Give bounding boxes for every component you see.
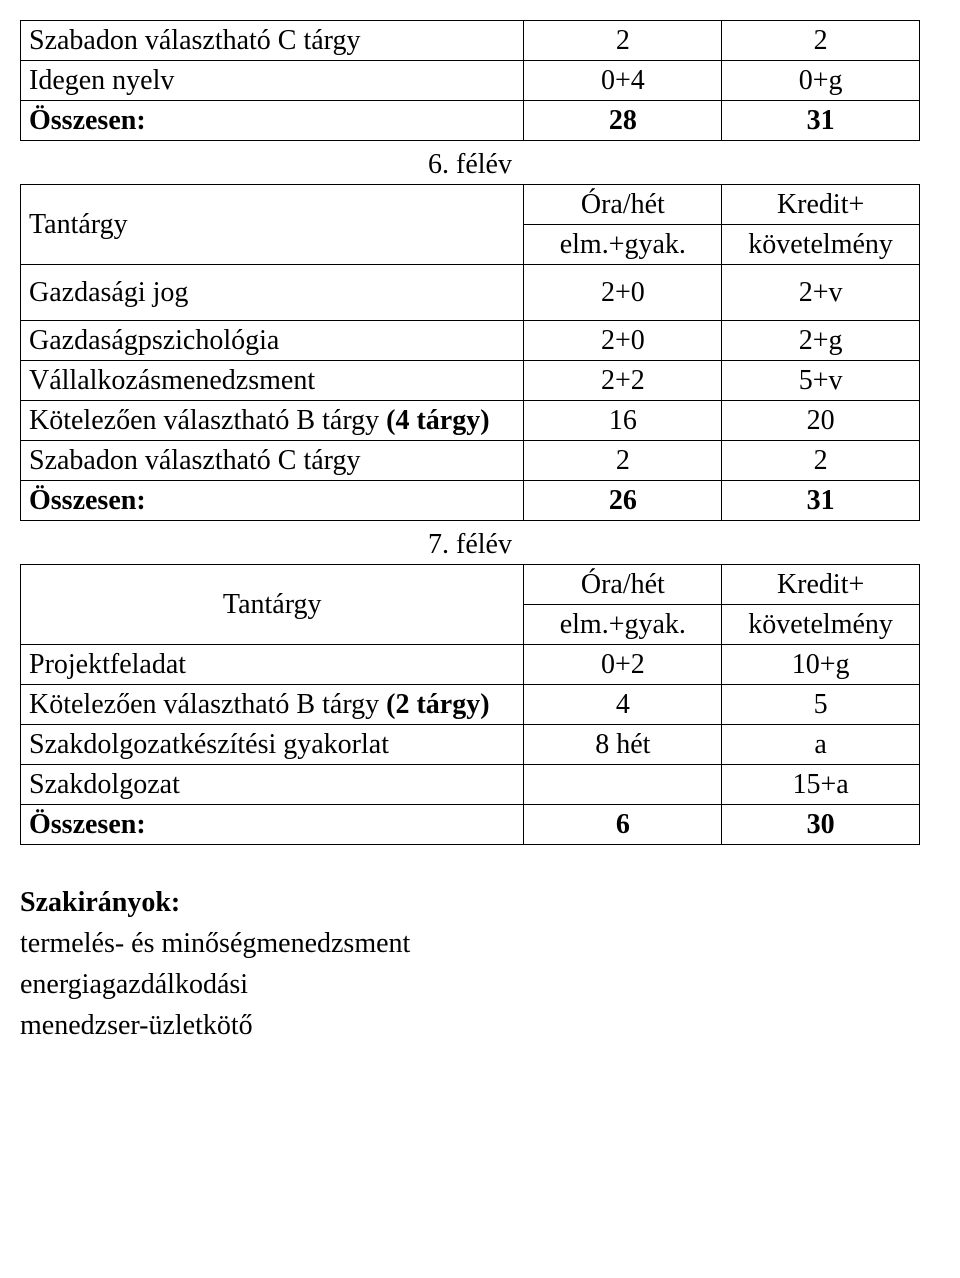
- cell: Kötelezően választható B tárgy (2 tárgy): [21, 685, 524, 725]
- specializations-title: Szakirányok:: [20, 885, 920, 920]
- header-cell: követelmény: [722, 225, 920, 265]
- cell: Projektfeladat: [21, 645, 524, 685]
- table-row: Gazdasági jog 2+0 2+v: [21, 265, 920, 321]
- specialization-line: termelés- és minőségmenedzsment: [20, 926, 920, 961]
- semester-6-heading: 6. félév: [20, 147, 920, 182]
- cell: 0+2: [524, 645, 722, 685]
- cell: Szakdolgozatkészítési gyakorlat: [21, 725, 524, 765]
- specialization-line: energiagazdálkodási: [20, 967, 920, 1002]
- cell: 15+a: [722, 765, 920, 805]
- header-cell: Kredit+: [722, 185, 920, 225]
- cell: 4: [524, 685, 722, 725]
- cell: 8 hét: [524, 725, 722, 765]
- cell: 0+4: [524, 61, 722, 101]
- cell: [524, 765, 722, 805]
- cell: Gazdaságpszichológia: [21, 321, 524, 361]
- cell: Szakdolgozat: [21, 765, 524, 805]
- table-row-total: Összesen: 26 31: [21, 481, 920, 521]
- cell: 26: [524, 481, 722, 521]
- cell: 30: [722, 805, 920, 845]
- table-row: Idegen nyelv 0+4 0+g: [21, 61, 920, 101]
- cell-text: Kötelezően választható B tárgy (2 tárgy): [29, 689, 490, 720]
- cell: 2+2: [524, 361, 722, 401]
- cell: 5: [722, 685, 920, 725]
- cell: Összesen:: [21, 805, 524, 845]
- cell: 2+g: [722, 321, 920, 361]
- table-row: Kötelezően választható B tárgy (2 tárgy)…: [21, 685, 920, 725]
- table-row-total: Összesen: 6 30: [21, 805, 920, 845]
- cell: 2: [524, 21, 722, 61]
- cell: 31: [722, 101, 920, 141]
- table-row: Gazdaságpszichológia 2+0 2+g: [21, 321, 920, 361]
- cell: 10+g: [722, 645, 920, 685]
- table-header-row: Tantárgy Óra/hét Kredit+: [21, 565, 920, 605]
- table-sem6: Tantárgy Óra/hét Kredit+ elm.+gyak. köve…: [20, 184, 920, 521]
- specialization-line: menedzser-üzletkötő: [20, 1008, 920, 1043]
- cell: 20: [722, 401, 920, 441]
- table-row: Projektfeladat 0+2 10+g: [21, 645, 920, 685]
- cell: 2: [524, 441, 722, 481]
- semester-7-heading: 7. félév: [20, 527, 920, 562]
- table-top: Szabadon választható C tárgy 2 2 Idegen …: [20, 20, 920, 141]
- header-cell: Óra/hét: [524, 185, 722, 225]
- table-row: Kötelezően választható B tárgy (4 tárgy)…: [21, 401, 920, 441]
- cell-text: Kötelezően választható B tárgy (4 tárgy): [29, 405, 490, 436]
- cell: 28: [524, 101, 722, 141]
- cell: Idegen nyelv: [21, 61, 524, 101]
- table-row: Szakdolgozat 15+a: [21, 765, 920, 805]
- cell: 2+0: [524, 321, 722, 361]
- cell: Kötelezően választható B tárgy (4 tárgy): [21, 401, 524, 441]
- header-cell: Óra/hét: [524, 565, 722, 605]
- cell: Összesen:: [21, 481, 524, 521]
- table-row: Szabadon választható C tárgy 2 2: [21, 21, 920, 61]
- cell: Vállalkozásmenedzsment: [21, 361, 524, 401]
- cell: 2+v: [722, 265, 920, 321]
- header-cell-subject: Tantárgy: [21, 185, 524, 265]
- cell: Szabadon választható C tárgy: [21, 21, 524, 61]
- cell: Gazdasági jog: [21, 265, 524, 321]
- table-row-total: Összesen: 28 31: [21, 101, 920, 141]
- cell: Összesen:: [21, 101, 524, 141]
- header-cell-subject: Tantárgy: [21, 565, 524, 645]
- header-cell: Kredit+: [722, 565, 920, 605]
- cell: 2+0: [524, 265, 722, 321]
- specializations-block: Szakirányok: termelés- és minőségmenedzs…: [20, 885, 920, 1043]
- cell: 6: [524, 805, 722, 845]
- table-header-row: Tantárgy Óra/hét Kredit+: [21, 185, 920, 225]
- header-cell: követelmény: [722, 605, 920, 645]
- cell: 31: [722, 481, 920, 521]
- cell: 2: [722, 441, 920, 481]
- table-row: Szabadon választható C tárgy 2 2: [21, 441, 920, 481]
- cell: 16: [524, 401, 722, 441]
- cell: 0+g: [722, 61, 920, 101]
- cell: 5+v: [722, 361, 920, 401]
- header-cell: elm.+gyak.: [524, 225, 722, 265]
- table-sem7: Tantárgy Óra/hét Kredit+ elm.+gyak. köve…: [20, 564, 920, 845]
- cell: a: [722, 725, 920, 765]
- cell: 2: [722, 21, 920, 61]
- cell: Szabadon választható C tárgy: [21, 441, 524, 481]
- table-row: Vállalkozásmenedzsment 2+2 5+v: [21, 361, 920, 401]
- header-cell: elm.+gyak.: [524, 605, 722, 645]
- table-row: Szakdolgozatkészítési gyakorlat 8 hét a: [21, 725, 920, 765]
